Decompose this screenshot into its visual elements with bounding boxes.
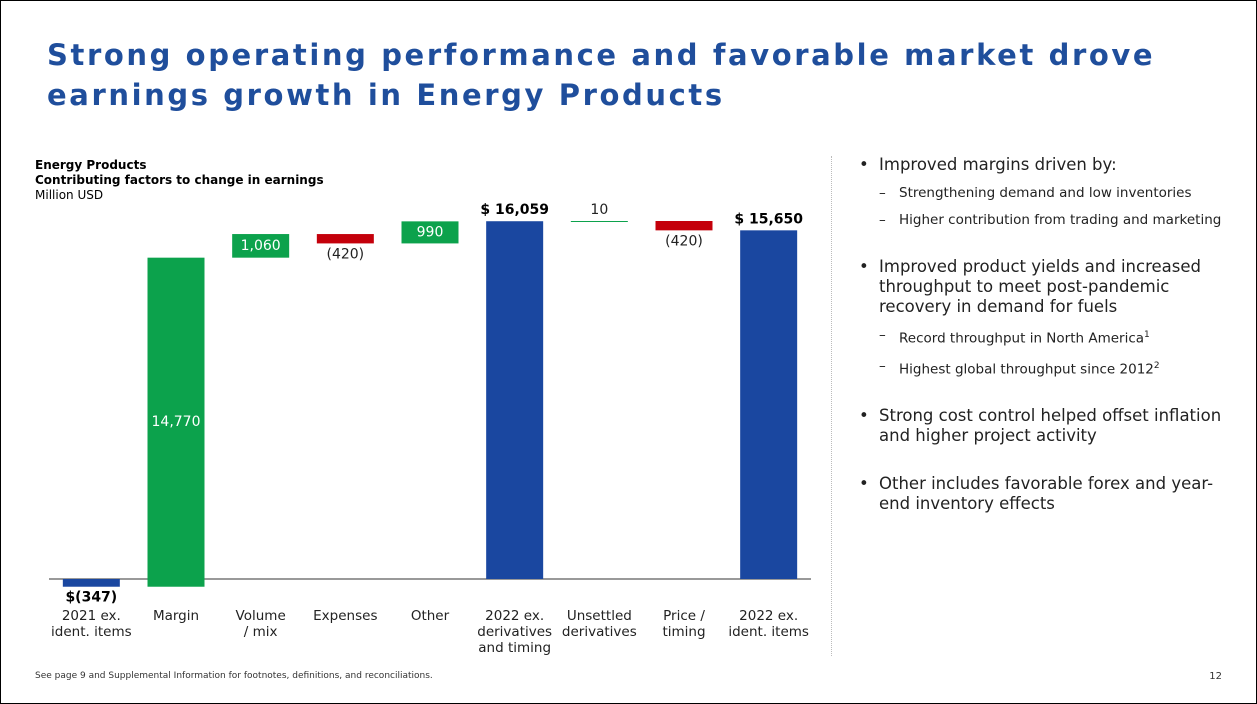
x-tick-label: Unsettled derivatives xyxy=(561,608,637,640)
value-label: $ 16,059 xyxy=(480,202,549,218)
bullet: Improved margins driven by: xyxy=(859,155,1234,175)
sub-bullet: Highest global throughput since 20122 xyxy=(859,358,1234,379)
sub-bullet: Higher contribution from trading and mar… xyxy=(859,212,1234,229)
sub-bullet-text: Record throughput in North America xyxy=(899,330,1145,347)
x-tick-label: Volume / mix xyxy=(235,608,286,640)
bar xyxy=(232,234,290,258)
bar xyxy=(316,234,374,244)
bar xyxy=(147,257,205,587)
separator xyxy=(831,156,832,656)
chart-title: Energy Products xyxy=(35,158,147,172)
bullet-group: Other includes favorable forex and year-… xyxy=(859,474,1234,514)
chart-subtitle: Contributing factors to change in earnin… xyxy=(35,173,324,187)
bar xyxy=(62,579,120,587)
value-label: (420) xyxy=(327,246,365,262)
x-tick-label: Other xyxy=(410,608,450,624)
slide-title: Strong operating performance and favorab… xyxy=(47,38,1156,112)
value-label: $(347) xyxy=(65,590,117,606)
x-tick-label: 2021 ex. ident. items xyxy=(51,608,132,640)
footnote-mark: 2 xyxy=(1153,360,1160,371)
footer: See page 9 and Supplemental Information … xyxy=(35,671,433,681)
bullet-group: Improved margins driven by: Strengthening… xyxy=(859,155,1234,229)
sub-bullet-text: Higher contribution from trading and mar… xyxy=(899,212,1222,228)
bar xyxy=(655,221,713,231)
x-tick-label: 2022 ex. ident. items xyxy=(728,608,809,640)
bullet: Strong cost control helped offset inflat… xyxy=(859,406,1234,446)
sub-bullet: Record throughput in North America1 xyxy=(859,327,1234,348)
bullet-group: Strong cost control helped offset inflat… xyxy=(859,406,1234,446)
x-tick-label: 2022 ex. derivatives and timing xyxy=(477,608,553,656)
value-label: $ 15,650 xyxy=(734,211,803,227)
unit-label: Million USD xyxy=(35,188,104,202)
x-tick-label: Price / timing xyxy=(662,608,706,640)
bar xyxy=(740,230,798,579)
sub-bullet-text: Highest global throughput since 2012 xyxy=(899,361,1154,377)
value-label: 14,770 xyxy=(152,414,201,430)
page-number: 12 xyxy=(1209,671,1222,682)
sub-bullet-text: Strengthening demand and low inventories xyxy=(899,185,1192,201)
bar xyxy=(486,221,544,580)
x-tick-label: Margin xyxy=(152,608,200,624)
value-label: 1,060 xyxy=(241,238,281,254)
value-label: (420) xyxy=(665,233,703,249)
bullet: Improved product yields and increased th… xyxy=(859,257,1234,317)
bullet: Other includes favorable forex and year-… xyxy=(859,474,1234,514)
value-label: 990 xyxy=(417,224,444,240)
bullet-list: Improved margins driven by: Strengthening… xyxy=(859,155,1234,542)
value-label: 10 xyxy=(590,202,608,218)
bullet-group: Improved product yields and increased th… xyxy=(859,257,1234,378)
sub-bullet: Strengthening demand and low inventories xyxy=(859,185,1234,202)
bar xyxy=(401,221,459,244)
x-tick-label: Expenses xyxy=(313,608,378,624)
footnote-mark: 1 xyxy=(1144,330,1150,340)
bar xyxy=(570,221,628,222)
